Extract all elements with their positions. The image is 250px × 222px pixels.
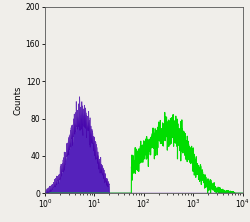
Y-axis label: Counts: Counts (14, 85, 23, 115)
